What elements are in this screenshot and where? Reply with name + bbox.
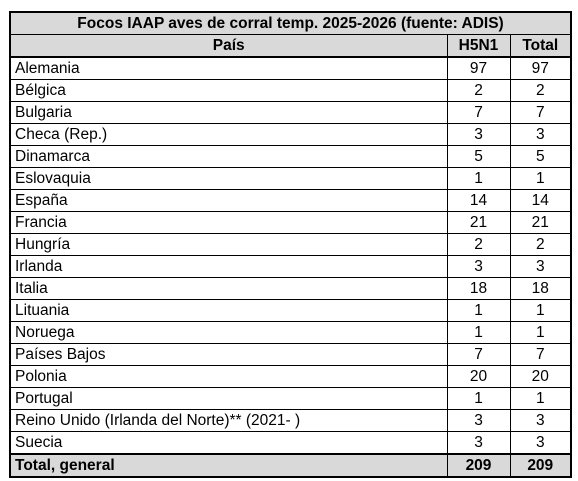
country-cell: Italia <box>9 277 448 300</box>
table-row: Reino Unido (Irlanda del Norte)** (2021-… <box>9 409 572 432</box>
h5n1-cell: 18 <box>446 277 511 300</box>
h5n1-cell: 2 <box>446 233 511 256</box>
country-cell: Dinamarca <box>9 145 448 168</box>
h5n1-cell: 1 <box>446 321 511 344</box>
table-body: Alemania 97 97 Bélgica 2 2 Bulgaria 7 7 Checa (Re… <box>9 56 572 455</box>
h5n1-cell: 3 <box>446 255 511 278</box>
table-row: Suecia 3 3 <box>9 431 572 455</box>
total-cell: 20 <box>509 365 572 388</box>
total-h5n1: 209 <box>446 453 511 478</box>
total-cell: 1 <box>509 321 572 344</box>
country-cell: Eslovaquia <box>9 167 448 190</box>
h5n1-cell: 7 <box>446 101 511 124</box>
country-cell: Reino Unido (Irlanda del Norte)** (2021-… <box>9 409 448 432</box>
country-cell: Lituania <box>9 299 448 322</box>
h5n1-cell: 7 <box>446 343 511 366</box>
table-row: Irlanda 3 3 <box>9 255 572 278</box>
table-row: Lituania 1 1 <box>9 299 572 322</box>
h5n1-cell: 2 <box>446 79 511 102</box>
total-cell: 18 <box>509 277 572 300</box>
country-cell: Bélgica <box>9 79 448 102</box>
country-cell: Hungría <box>9 233 448 256</box>
h5n1-cell: 3 <box>446 409 511 432</box>
total-cell: 3 <box>509 123 572 146</box>
h5n1-cell: 21 <box>446 211 511 234</box>
total-cell: 2 <box>509 79 572 102</box>
total-cell: 3 <box>509 409 572 432</box>
total-total: 209 <box>509 453 572 478</box>
country-cell: Bulgaria <box>9 101 448 124</box>
table-row: Italia 18 18 <box>9 277 572 300</box>
total-cell: 7 <box>509 343 572 366</box>
table-row: Países Bajos 7 7 <box>9 343 572 366</box>
table-row: Bulgaria 7 7 <box>9 101 572 124</box>
h5n1-cell: 1 <box>446 167 511 190</box>
country-cell: Suecia <box>9 431 448 455</box>
table-row: Alemania 97 97 <box>9 56 572 80</box>
table-header-row: País H5N1 Total <box>9 34 572 58</box>
table-row: Bélgica 2 2 <box>9 79 572 102</box>
h5n1-cell: 1 <box>446 387 511 410</box>
header-total: Total <box>509 34 572 58</box>
total-cell: 1 <box>509 167 572 190</box>
country-cell: Alemania <box>9 56 448 80</box>
outbreaks-table: Focos IAAP aves de corral temp. 2025-202… <box>9 11 572 478</box>
total-cell: 14 <box>509 189 572 212</box>
total-cell: 21 <box>509 211 572 234</box>
table-row: Portugal 1 1 <box>9 387 572 410</box>
table-row: Checa (Rep.) 3 3 <box>9 123 572 146</box>
table-row: Polonia 20 20 <box>9 365 572 388</box>
total-cell: 3 <box>509 431 572 455</box>
country-cell: España <box>9 189 448 212</box>
header-pais: País <box>9 34 448 58</box>
total-cell: 2 <box>509 233 572 256</box>
table-row: Francia 21 21 <box>9 211 572 234</box>
total-cell: 5 <box>509 145 572 168</box>
table-row: Noruega 1 1 <box>9 321 572 344</box>
table-title-row: Focos IAAP aves de corral temp. 2025-202… <box>9 11 572 35</box>
h5n1-cell: 1 <box>446 299 511 322</box>
country-cell: Francia <box>9 211 448 234</box>
h5n1-cell: 14 <box>446 189 511 212</box>
total-cell: 1 <box>509 299 572 322</box>
total-row: Total, general 209 209 <box>9 453 572 478</box>
total-label: Total, general <box>9 453 448 478</box>
h5n1-cell: 97 <box>446 56 511 80</box>
country-cell: Checa (Rep.) <box>9 123 448 146</box>
total-cell: 7 <box>509 101 572 124</box>
h5n1-cell: 3 <box>446 431 511 455</box>
country-cell: Países Bajos <box>9 343 448 366</box>
header-h5n1: H5N1 <box>446 34 511 58</box>
country-cell: Noruega <box>9 321 448 344</box>
h5n1-cell: 5 <box>446 145 511 168</box>
country-cell: Irlanda <box>9 255 448 278</box>
table-row: Eslovaquia 1 1 <box>9 167 572 190</box>
country-cell: Portugal <box>9 387 448 410</box>
total-cell: 97 <box>509 56 572 80</box>
table-title: Focos IAAP aves de corral temp. 2025-202… <box>9 11 572 35</box>
table-row: Hungría 2 2 <box>9 233 572 256</box>
country-cell: Polonia <box>9 365 448 388</box>
h5n1-cell: 20 <box>446 365 511 388</box>
total-cell: 3 <box>509 255 572 278</box>
h5n1-cell: 3 <box>446 123 511 146</box>
table-row: Dinamarca 5 5 <box>9 145 572 168</box>
total-cell: 1 <box>509 387 572 410</box>
table-row: España 14 14 <box>9 189 572 212</box>
